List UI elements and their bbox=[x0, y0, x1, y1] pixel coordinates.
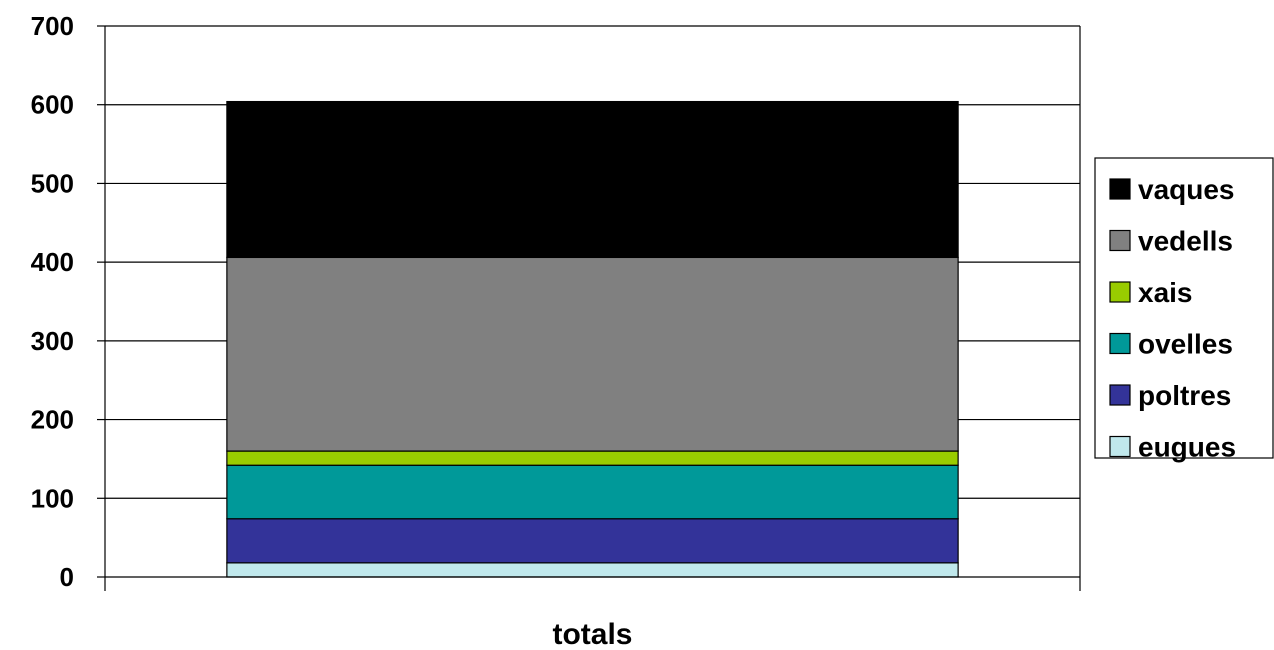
bar-stack bbox=[226, 100, 959, 578]
y-tick-label: 200 bbox=[31, 405, 74, 435]
legend: vaques vedells xais ovelles poltres eugues bbox=[1094, 157, 1274, 463]
y-tick-label: 300 bbox=[31, 326, 74, 356]
bar-segment-vedells bbox=[226, 256, 959, 452]
bar-segment-ovelles bbox=[226, 464, 959, 520]
x-category-labels: totals bbox=[552, 618, 632, 650]
legend-swatch-ovelles bbox=[1109, 332, 1131, 355]
legend-label-poltres: poltres bbox=[1138, 380, 1231, 411]
y-tick-label: 500 bbox=[31, 168, 74, 198]
y-tick-label: 400 bbox=[31, 247, 74, 277]
legend-label-eugues: eugues bbox=[1138, 432, 1236, 463]
y-tick-label: 600 bbox=[31, 90, 74, 120]
y-tick-labels: 0 100 200 300 400 500 600 700 bbox=[31, 11, 74, 592]
legend-swatch-poltres bbox=[1109, 384, 1131, 406]
legend-label-vedells: vedells bbox=[1138, 226, 1233, 257]
x-category-label: totals bbox=[552, 618, 632, 650]
bar-segment-vaques bbox=[226, 100, 959, 259]
legend-swatch-eugues bbox=[1109, 435, 1131, 458]
bar-segment-eugues bbox=[226, 562, 959, 578]
axes bbox=[97, 25, 1081, 591]
legend-swatch-vedells bbox=[1109, 229, 1131, 252]
legend-label-vaques: vaques bbox=[1138, 174, 1235, 205]
legend-label-xais: xais bbox=[1138, 277, 1193, 308]
legend-label-ovelles: ovelles bbox=[1138, 329, 1233, 360]
bar-segment-poltres bbox=[226, 518, 959, 564]
y-tick-label: 100 bbox=[31, 483, 74, 513]
y-tick-label: 700 bbox=[31, 11, 74, 41]
y-tick-label: 0 bbox=[60, 562, 74, 592]
legend-swatch-vaques bbox=[1109, 178, 1131, 200]
legend-swatch-xais bbox=[1109, 281, 1131, 303]
legend-box bbox=[1094, 157, 1274, 459]
bar-segment-xais bbox=[226, 450, 959, 466]
